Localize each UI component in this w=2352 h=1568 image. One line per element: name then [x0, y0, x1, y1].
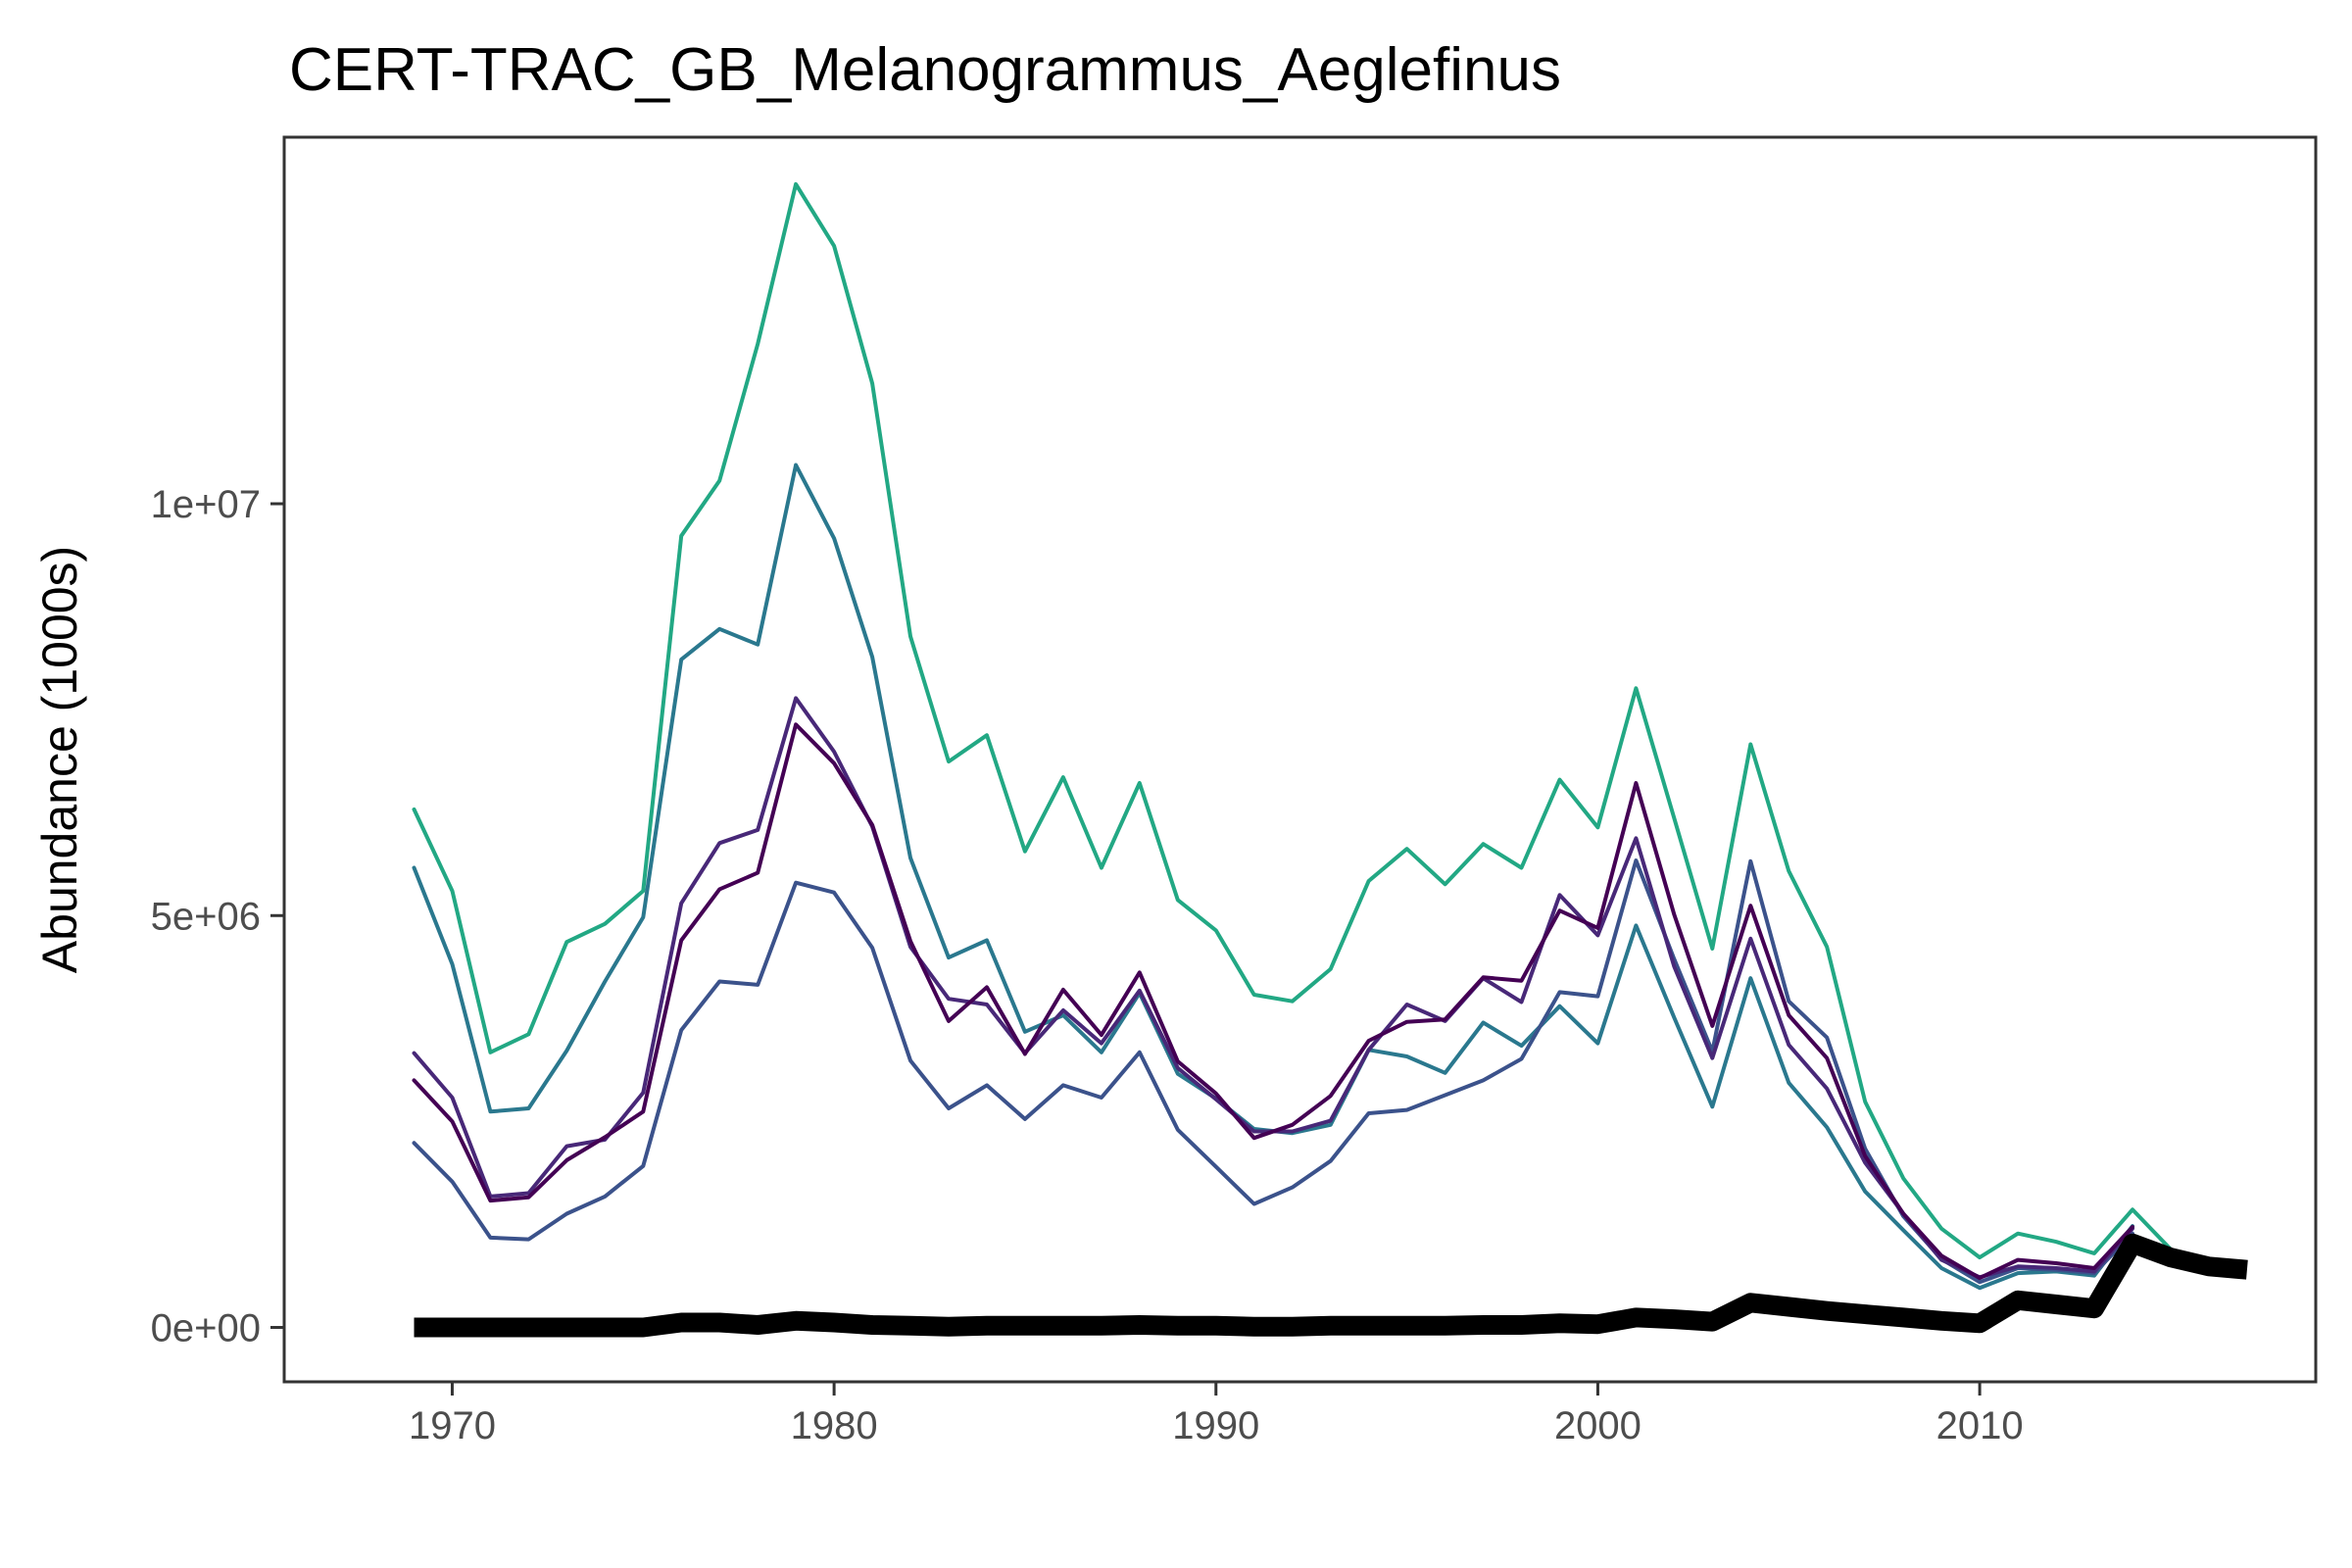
series-line-series-1: [412, 181, 2173, 1260]
y-axis: 0e+00 5e+06 1e+07: [151, 483, 284, 1350]
series-line-series-5: [412, 722, 2134, 1281]
y-tick-label-1: 5e+06: [151, 895, 261, 938]
y-tick-label-0: 0e+00: [151, 1307, 261, 1350]
series-layer: [412, 181, 2248, 1338]
x-tick-label-2010: 2010: [1936, 1404, 2024, 1447]
plot-panel-border: [282, 135, 2318, 1384]
series-line-series-3: [412, 858, 2134, 1285]
chart-title: CERT-TRAC_GB_Melanogrammus_Aeglefinus: [289, 36, 1561, 104]
x-tick-label-2000: 2000: [1554, 1404, 1642, 1447]
x-tick-label-1980: 1980: [791, 1404, 878, 1447]
series-line-observed-catch: [414, 1233, 2248, 1338]
y-axis-label: Abundance (1000s): [32, 546, 87, 973]
y-tick-label-2: 1e+07: [151, 483, 261, 526]
x-axis: 1970 1980 1990 2000 2010: [409, 1382, 2024, 1447]
x-tick-label-1970: 1970: [409, 1404, 496, 1447]
x-tick-label-1990: 1990: [1172, 1404, 1259, 1447]
